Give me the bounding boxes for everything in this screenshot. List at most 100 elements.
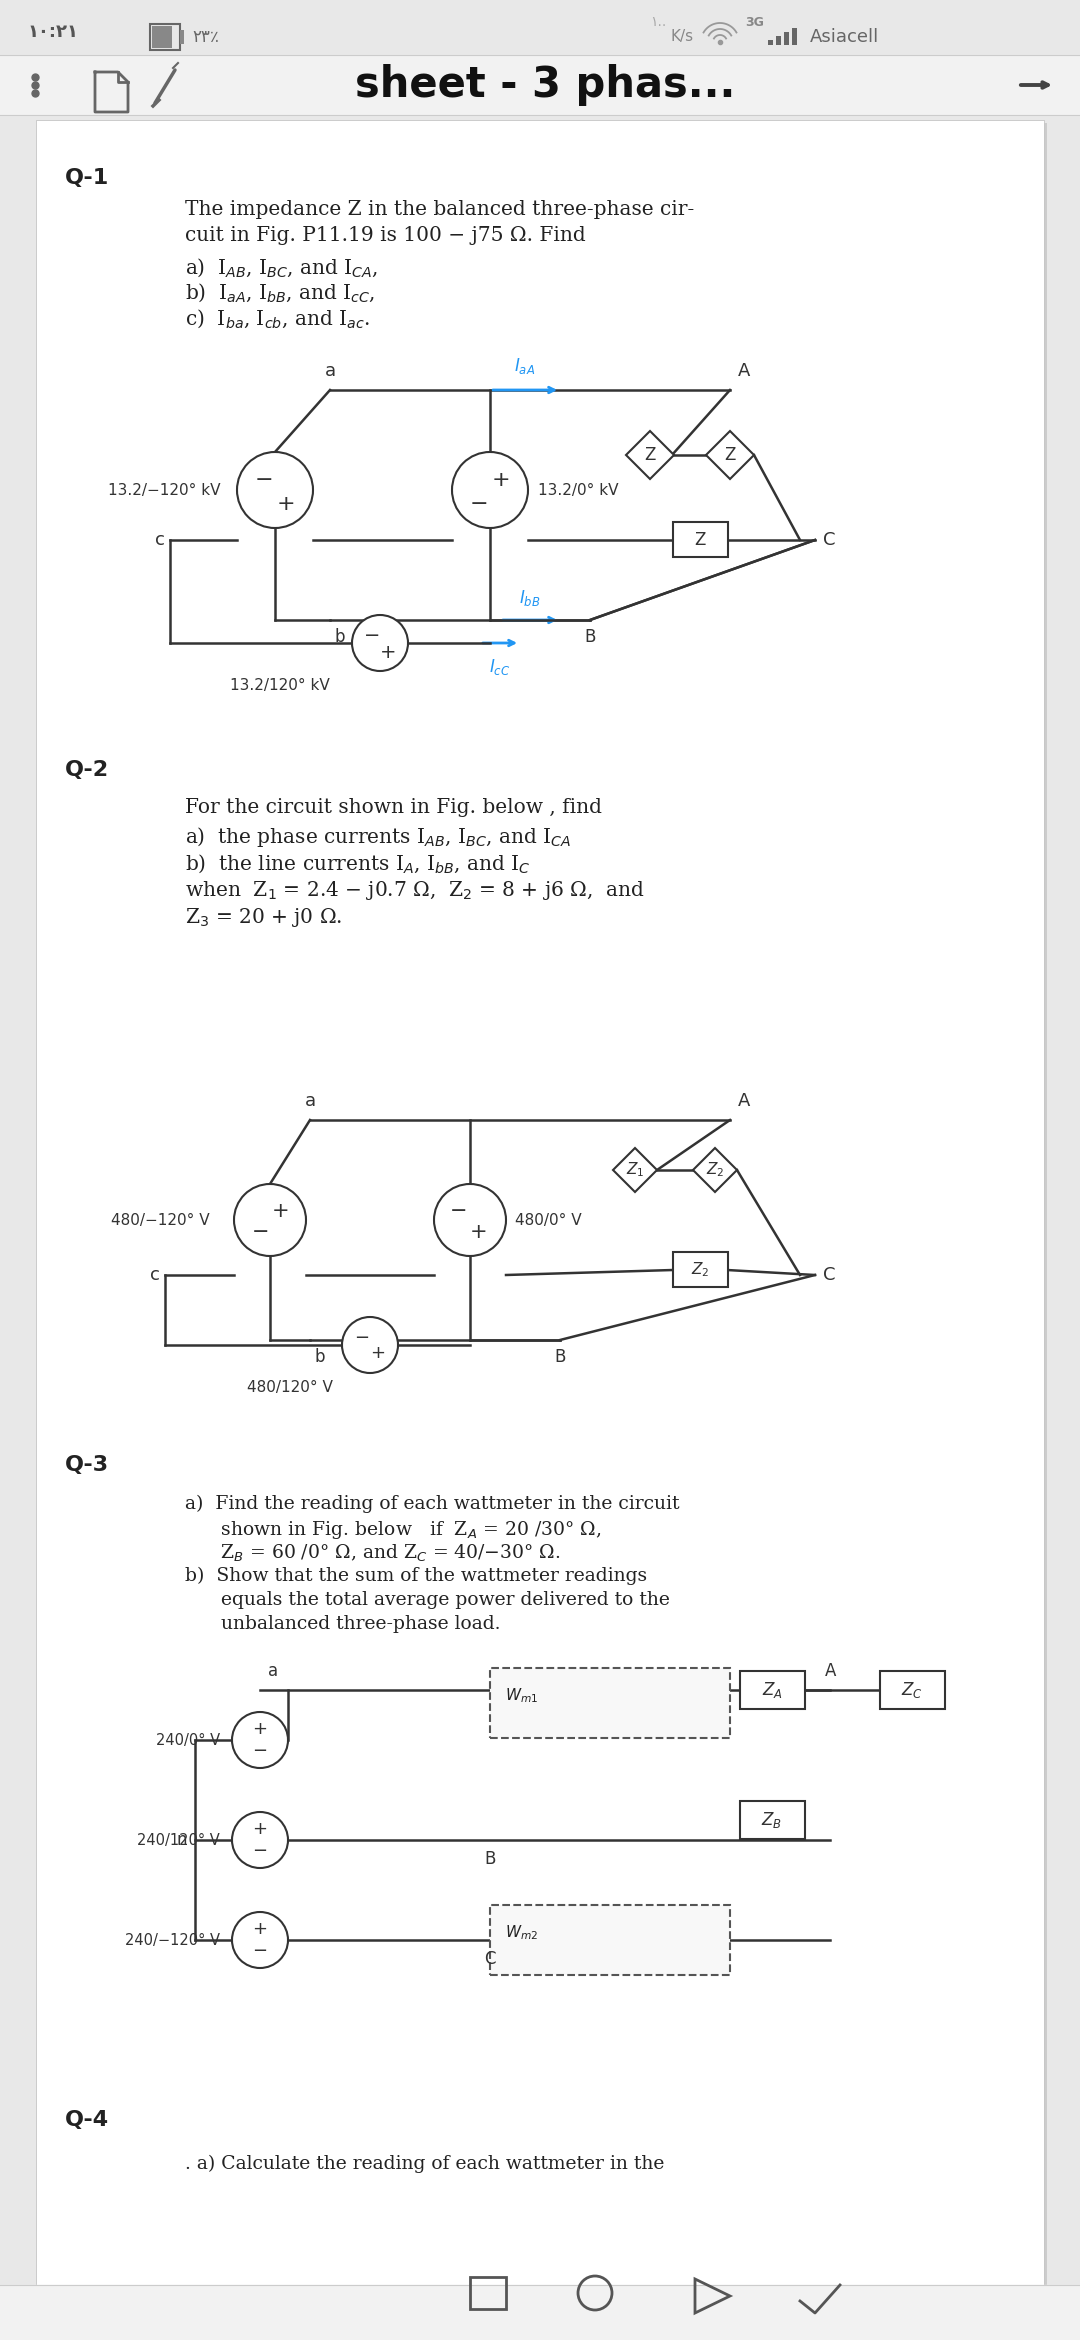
- Circle shape: [237, 452, 313, 529]
- Text: 240/120° V: 240/120° V: [137, 1832, 220, 1849]
- Polygon shape: [626, 431, 674, 480]
- Bar: [490, 1905, 730, 1975]
- Text: A: A: [738, 1093, 751, 1109]
- Text: +: +: [491, 470, 511, 489]
- Text: $I_{aA}$: $I_{aA}$: [514, 356, 536, 377]
- Text: +: +: [253, 1921, 268, 1938]
- Circle shape: [232, 1811, 288, 1867]
- Text: −: −: [450, 1200, 468, 1221]
- Bar: [180, 30, 184, 44]
- Text: Z$_3$ = 20 + j0 Ω.: Z$_3$ = 20 + j0 Ω.: [185, 906, 342, 929]
- Circle shape: [232, 1713, 288, 1769]
- Text: $Z_A$: $Z_A$: [761, 1680, 782, 1699]
- Text: a: a: [324, 363, 336, 379]
- Text: A: A: [825, 1661, 836, 1680]
- Text: +: +: [370, 1343, 386, 1362]
- Text: n: n: [176, 1830, 187, 1849]
- Text: b: b: [315, 1348, 325, 1367]
- Bar: [740, 1671, 805, 1708]
- Text: 480/0° V: 480/0° V: [515, 1212, 582, 1229]
- Bar: [673, 522, 728, 557]
- Text: ۱۰:۲۱: ۱۰:۲۱: [28, 23, 79, 42]
- Text: B: B: [584, 627, 596, 646]
- Text: Q-2: Q-2: [65, 760, 109, 779]
- Text: The impedance Z in the balanced three-phase cir-: The impedance Z in the balanced three-ph…: [185, 199, 694, 220]
- Bar: [152, 26, 172, 49]
- Text: a)  I$_{AB}$, I$_{BC}$, and I$_{CA}$,: a) I$_{AB}$, I$_{BC}$, and I$_{CA}$,: [185, 255, 378, 278]
- Text: 13.2/0° kV: 13.2/0° kV: [538, 482, 619, 498]
- Text: −: −: [354, 1329, 369, 1348]
- Text: cuit in Fig. P11.19 is 100 − j75 Ω. Find: cuit in Fig. P11.19 is 100 − j75 Ω. Find: [185, 227, 585, 246]
- Text: $Z_C$: $Z_C$: [901, 1680, 923, 1699]
- Bar: [673, 1252, 728, 1287]
- Text: −: −: [253, 1942, 268, 1961]
- Text: . a) Calculate the reading of each wattmeter in the: . a) Calculate the reading of each wattm…: [185, 2155, 664, 2174]
- Text: sheet - 3 phas...: sheet - 3 phas...: [355, 63, 735, 105]
- Text: 480/120° V: 480/120° V: [247, 1381, 333, 1395]
- Circle shape: [232, 1912, 288, 1968]
- Text: A: A: [738, 363, 751, 379]
- Circle shape: [342, 1317, 399, 1374]
- Text: $Z_B$: $Z_B$: [761, 1811, 783, 1830]
- Text: B: B: [484, 1851, 496, 1867]
- Text: Asiacell: Asiacell: [810, 28, 879, 47]
- Polygon shape: [613, 1149, 657, 1191]
- Text: ۱..: ۱..: [650, 14, 666, 28]
- Text: 3G: 3G: [745, 16, 764, 28]
- Text: K/s: K/s: [670, 30, 693, 44]
- Text: Q-3: Q-3: [65, 1455, 109, 1474]
- Text: −: −: [253, 1842, 268, 1860]
- Text: a)  the phase currents I$_{AB}$, I$_{BC}$, and I$_{CA}$: a) the phase currents I$_{AB}$, I$_{BC}$…: [185, 826, 571, 849]
- Text: $W_{m2}$: $W_{m2}$: [505, 1923, 538, 1942]
- Bar: [490, 1668, 730, 1739]
- Text: +: +: [380, 644, 396, 662]
- Bar: [784, 33, 789, 44]
- Text: 240/0° V: 240/0° V: [156, 1732, 220, 1748]
- Text: b: b: [335, 627, 346, 646]
- Text: unbalanced three-phase load.: unbalanced three-phase load.: [185, 1615, 500, 1633]
- Text: +: +: [253, 1720, 268, 1739]
- Text: c: c: [156, 531, 165, 550]
- Text: Z: Z: [725, 447, 735, 463]
- Circle shape: [234, 1184, 306, 1257]
- Text: $I_{cC}$: $I_{cC}$: [489, 658, 511, 676]
- Text: c)  I$_{ba}$, I$_{cb}$, and I$_{ac}$.: c) I$_{ba}$, I$_{cb}$, and I$_{ac}$.: [185, 307, 370, 330]
- Text: $I_{bB}$: $I_{bB}$: [519, 587, 541, 608]
- Text: Q-1: Q-1: [65, 168, 109, 187]
- Text: c: c: [150, 1266, 160, 1285]
- Polygon shape: [706, 431, 754, 480]
- Text: C: C: [823, 531, 836, 550]
- Bar: [777, 35, 781, 44]
- Text: +: +: [253, 1821, 268, 1837]
- Text: 240/−120° V: 240/−120° V: [125, 1933, 220, 1947]
- Text: Z$_B$ = 60 /0° Ω, and Z$_C$ = 40/−30° Ω.: Z$_B$ = 60 /0° Ω, and Z$_C$ = 40/−30° Ω.: [185, 1542, 561, 1565]
- Text: 13.2/120° kV: 13.2/120° kV: [230, 679, 329, 693]
- Text: b)  the line currents I$_{A}$, I$_{bB}$, and I$_{C}$: b) the line currents I$_{A}$, I$_{bB}$, …: [185, 852, 530, 875]
- Text: +: +: [272, 1200, 289, 1221]
- Text: Z: Z: [645, 447, 656, 463]
- Text: −: −: [255, 470, 273, 489]
- Text: 480/−120° V: 480/−120° V: [111, 1212, 210, 1229]
- Bar: [880, 1671, 945, 1708]
- Text: C: C: [823, 1266, 836, 1285]
- Text: shown in Fig. below   if  Z$_A$ = 20 /30° Ω,: shown in Fig. below if Z$_A$ = 20 /30° Ω…: [185, 1519, 602, 1542]
- Text: +: +: [276, 494, 295, 515]
- Text: +: +: [470, 1221, 488, 1243]
- Text: −: −: [470, 494, 488, 515]
- Text: −: −: [253, 1741, 268, 1760]
- Bar: [740, 1802, 805, 1839]
- Text: $Z_2$: $Z_2$: [705, 1161, 725, 1179]
- Text: $W_{m1}$: $W_{m1}$: [505, 1687, 538, 1706]
- Circle shape: [453, 452, 528, 529]
- Text: 13.2/−120° kV: 13.2/−120° kV: [108, 482, 220, 498]
- Text: −: −: [253, 1221, 270, 1243]
- Text: when  Z$_1$ = 2.4 − j0.7 Ω,  Z$_2$ = 8 + j6 Ω,  and: when Z$_1$ = 2.4 − j0.7 Ω, Z$_2$ = 8 + j…: [185, 880, 645, 901]
- Bar: [792, 28, 797, 44]
- Text: b)  I$_{aA}$, I$_{bB}$, and I$_{cC}$,: b) I$_{aA}$, I$_{bB}$, and I$_{cC}$,: [185, 281, 375, 304]
- Bar: [768, 40, 773, 44]
- Text: a: a: [268, 1661, 279, 1680]
- Text: −: −: [364, 627, 380, 646]
- Polygon shape: [693, 1149, 737, 1191]
- Text: Z: Z: [694, 531, 705, 550]
- Circle shape: [352, 615, 408, 672]
